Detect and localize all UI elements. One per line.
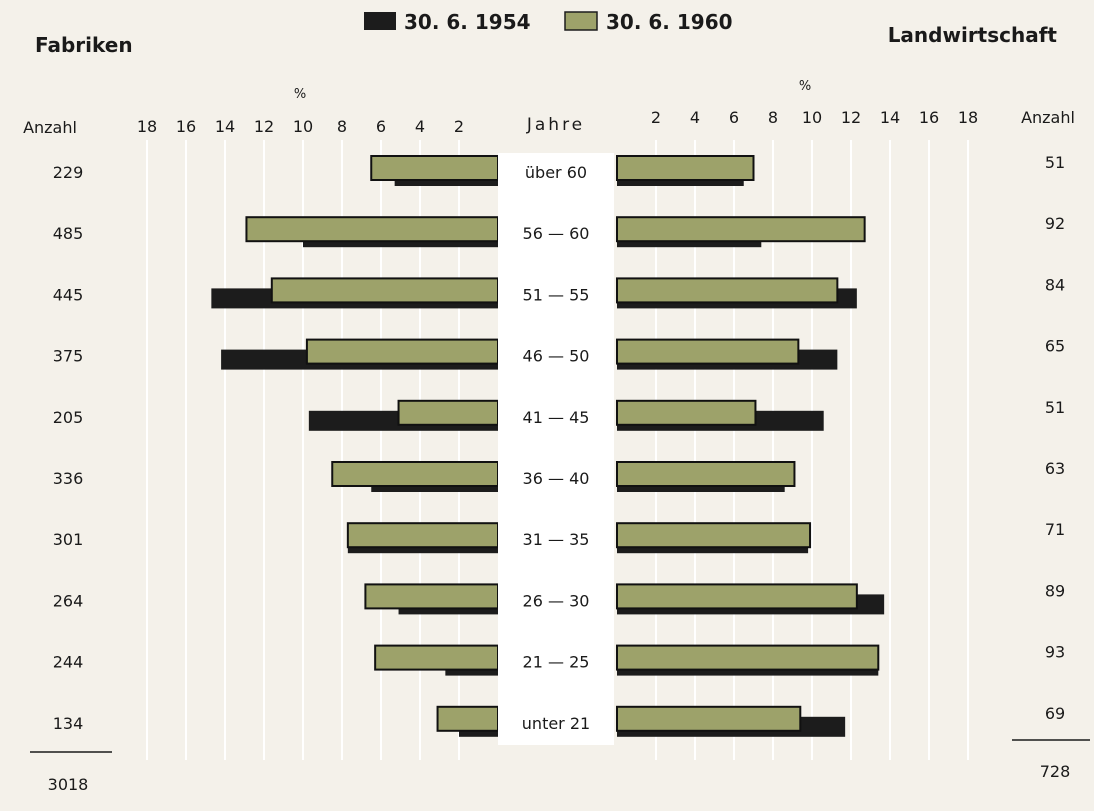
bar-right-1960: [616, 399, 757, 426]
right-tick-label: 2: [651, 108, 661, 127]
left-total-value: 3018: [48, 775, 89, 794]
right-count-value: 63: [1045, 459, 1065, 478]
left-tick-label: 4: [415, 117, 425, 136]
left-tick-label: 10: [293, 117, 313, 136]
right-count-value: 89: [1045, 581, 1065, 600]
bar-right-1960: [616, 155, 755, 181]
legend-label-1960: 30. 6. 1960: [606, 10, 733, 34]
bar-right-1960: [616, 461, 796, 487]
age-group-label: 21 — 25: [523, 653, 590, 672]
bar-left-1960: [305, 338, 499, 365]
age-group-label: 46 — 50: [523, 347, 590, 366]
bar-left-1960: [397, 399, 499, 426]
right-percent-unit: %: [799, 79, 811, 94]
right-tick-label: 18: [958, 108, 978, 127]
bar-right-1960: [616, 216, 866, 243]
right-tick-label: 4: [690, 108, 700, 127]
bar-right-1960: [616, 644, 880, 671]
left-count-value: 244: [53, 653, 84, 672]
right-tick-label: 8: [768, 108, 778, 127]
bar-right-1960: [616, 522, 812, 549]
bar-left-1960: [374, 644, 499, 671]
center-column: [498, 153, 614, 745]
age-group-label: 56 — 60: [523, 224, 590, 243]
left-count-value: 375: [53, 347, 84, 366]
left-count-value: 229: [53, 163, 84, 182]
legend-swatch-1960: [564, 11, 598, 31]
left-count-value: 205: [53, 408, 84, 427]
left-title: Fabriken: [35, 33, 133, 57]
right-count-value: 84: [1045, 275, 1065, 294]
left-tick-label: 14: [215, 117, 235, 136]
right-tick-label: 12: [841, 108, 861, 127]
age-group-label: 31 — 35: [523, 530, 590, 549]
bar-left-1960: [436, 705, 499, 732]
left-count-value: 134: [53, 714, 84, 733]
right-tick-label: 10: [802, 108, 822, 127]
age-group-label: 26 — 30: [523, 591, 590, 610]
left-count-value: 336: [53, 469, 84, 488]
right-count-value: 51: [1045, 398, 1065, 417]
center-header: Jahre: [526, 115, 585, 135]
left-tick-label: 6: [376, 117, 386, 136]
left-tick-label: 12: [254, 117, 274, 136]
age-group-label: über 60: [525, 163, 587, 182]
age-group-label: 51 — 55: [523, 285, 590, 304]
right-tick-label: 14: [880, 108, 900, 127]
right-count-value: 69: [1045, 704, 1065, 723]
age-group-label: 41 — 45: [523, 408, 590, 427]
bar-left-1960: [346, 522, 499, 549]
left-count-header: Anzahl: [23, 118, 77, 137]
right-count-value: 93: [1045, 643, 1065, 662]
right-tick-label: 6: [729, 108, 739, 127]
bar-right-1960: [616, 277, 839, 304]
left-tick-label: 8: [337, 117, 347, 136]
bar-left-1960: [364, 583, 499, 610]
age-group-label: 36 — 40: [523, 469, 590, 488]
age-group-label: unter 21: [522, 714, 590, 733]
left-count-value: 301: [53, 530, 84, 549]
right-title: Landwirtschaft: [888, 23, 1058, 47]
bar-left-1960: [331, 461, 499, 487]
right-count-header: Anzahl: [1021, 108, 1075, 127]
bar-right-1960: [616, 705, 802, 732]
right-count-value: 92: [1045, 214, 1065, 233]
right-count-value: 51: [1045, 153, 1065, 172]
bar-left-1960: [245, 216, 499, 243]
right-tick-label: 16: [919, 108, 939, 127]
left-count-value: 264: [53, 591, 84, 610]
legend-swatch-1954: [364, 12, 396, 30]
left-tick-label: 2: [454, 117, 464, 136]
bar-left-1960: [270, 277, 499, 304]
left-count-value: 445: [53, 285, 84, 304]
right-count-value: 71: [1045, 520, 1065, 539]
bar-right-1960: [616, 338, 800, 365]
right-total-value: 728: [1040, 762, 1071, 781]
bar-left-1960: [370, 155, 499, 181]
left-percent-unit: %: [294, 87, 306, 102]
left-count-value: 485: [53, 224, 84, 243]
bar-right-1960: [616, 583, 858, 610]
left-tick-label: 16: [176, 117, 196, 136]
legend-label-1954: 30. 6. 1954: [404, 10, 531, 34]
left-tick-label: 18: [137, 117, 157, 136]
right-count-value: 65: [1045, 337, 1065, 356]
